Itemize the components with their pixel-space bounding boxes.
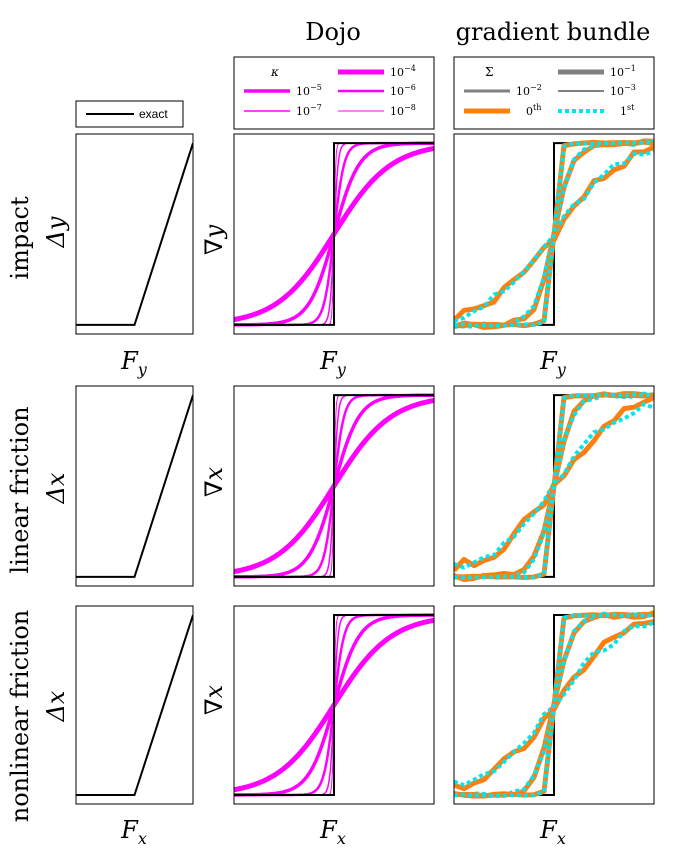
dojo-column-title: Dojo: [305, 18, 361, 46]
exact-legend: exact: [75, 100, 184, 128]
xlabel-r3-c2: Fx: [319, 816, 346, 848]
xlabel-r3-c1: Fx: [120, 816, 147, 848]
panel-frame-r1-c1: [75, 133, 194, 335]
panel-frame-r2-c1: [75, 385, 194, 587]
bundle-legend-first: 1st: [620, 103, 635, 118]
exact-line: [76, 394, 193, 578]
panel-r1-c1: [75, 133, 194, 335]
panels: [75, 133, 655, 805]
panel-r2-c3: [453, 385, 655, 587]
panel-r3-c3-plot: [454, 610, 654, 799]
panel-r1-c3-plot: [454, 138, 654, 330]
panel-r2-c2-plot: [234, 393, 434, 579]
dojo-legend-title: κ: [270, 65, 279, 79]
panel-r1-c1-plot: [76, 142, 193, 326]
xlabel-r1-c2: Fy: [319, 347, 347, 379]
panel-frame-r1-c3: [453, 133, 655, 335]
exact-step: [234, 142, 434, 326]
bundle-legend-title: Σ: [485, 65, 493, 79]
dojo-legend-k7: 10−7: [296, 103, 322, 118]
exact-step: [234, 614, 434, 796]
panel-frame-r2-c3: [453, 385, 655, 587]
panel-r1-c2: [233, 133, 435, 335]
panel-r3-c2-plot: [234, 613, 434, 797]
panel-frame-r3-c1: [75, 605, 194, 805]
dojo-legend-k6: 10−6: [390, 83, 416, 98]
delta-label-row1: Δy: [42, 216, 70, 248]
xlabels: Fy Fy Fy Fx Fx Fx: [120, 347, 567, 848]
panel-r1-c3: [453, 133, 655, 335]
exact-legend-label: exact: [139, 107, 168, 121]
panel-r1-c2-plot: [234, 141, 434, 327]
panel-frame-r2-c2: [233, 385, 435, 587]
exact-step: [234, 394, 434, 578]
dojo-legend-k5: 10−5: [296, 83, 322, 98]
delta-label-row2: Δx: [42, 472, 70, 504]
exact-line: [76, 614, 193, 796]
exact-line: [76, 142, 193, 326]
panel-r3-c3: [453, 605, 655, 805]
xlabel-r1-c3: Fy: [539, 347, 567, 379]
first-order-curve-3: [454, 392, 654, 580]
row-label-linear-friction: linear friction: [6, 406, 34, 573]
first-order-curve-3: [454, 612, 654, 798]
bundle-legend-zeroth: 0th: [526, 103, 541, 118]
bundle-legend-s1: 10−1: [610, 64, 636, 79]
panel-r2-c3-plot: [454, 391, 654, 583]
grad-label-row3: ∇x: [200, 684, 228, 715]
dojo-legend-k8: 10−8: [390, 103, 416, 118]
grad-label-row1: ∇y: [200, 224, 228, 255]
row-label-nonlinear-friction: nonlinear friction: [6, 610, 34, 822]
panel-frame-r3-c2: [233, 605, 435, 805]
row-label-impact: impact: [6, 196, 34, 280]
panel-frame-r3-c3: [453, 605, 655, 805]
grad-label-row2: ∇x: [200, 466, 228, 497]
dojo-legend-k4: 10−4: [390, 64, 416, 79]
panel-r2-c1-plot: [76, 394, 193, 578]
xlabel-r3-c3: Fx: [539, 816, 566, 848]
panel-r3-c1: [75, 605, 194, 805]
delta-label-row3: Δx: [42, 690, 70, 722]
panel-r2-c1: [75, 385, 194, 587]
bundle-legend-s3: 10−3: [610, 83, 636, 98]
panel-frame-r1-c2: [233, 133, 435, 335]
first-order-curve-3: [454, 140, 654, 328]
panel-r2-c2: [233, 385, 435, 587]
first-order-curve-1: [454, 401, 654, 570]
bundle-legend: Σ 10−1 10−2 10−3 0th 1st: [453, 56, 655, 130]
bundle-legend-s2: 10−2: [516, 83, 542, 98]
panel-r3-c1-plot: [76, 614, 193, 796]
bundle-column-title: gradient bundle: [456, 18, 651, 46]
dojo-legend: κ 10−4 10−5 10−6 10−7 10−8: [233, 56, 435, 130]
panel-r3-c2: [233, 605, 435, 805]
xlabel-r1-c1: Fy: [120, 347, 148, 379]
